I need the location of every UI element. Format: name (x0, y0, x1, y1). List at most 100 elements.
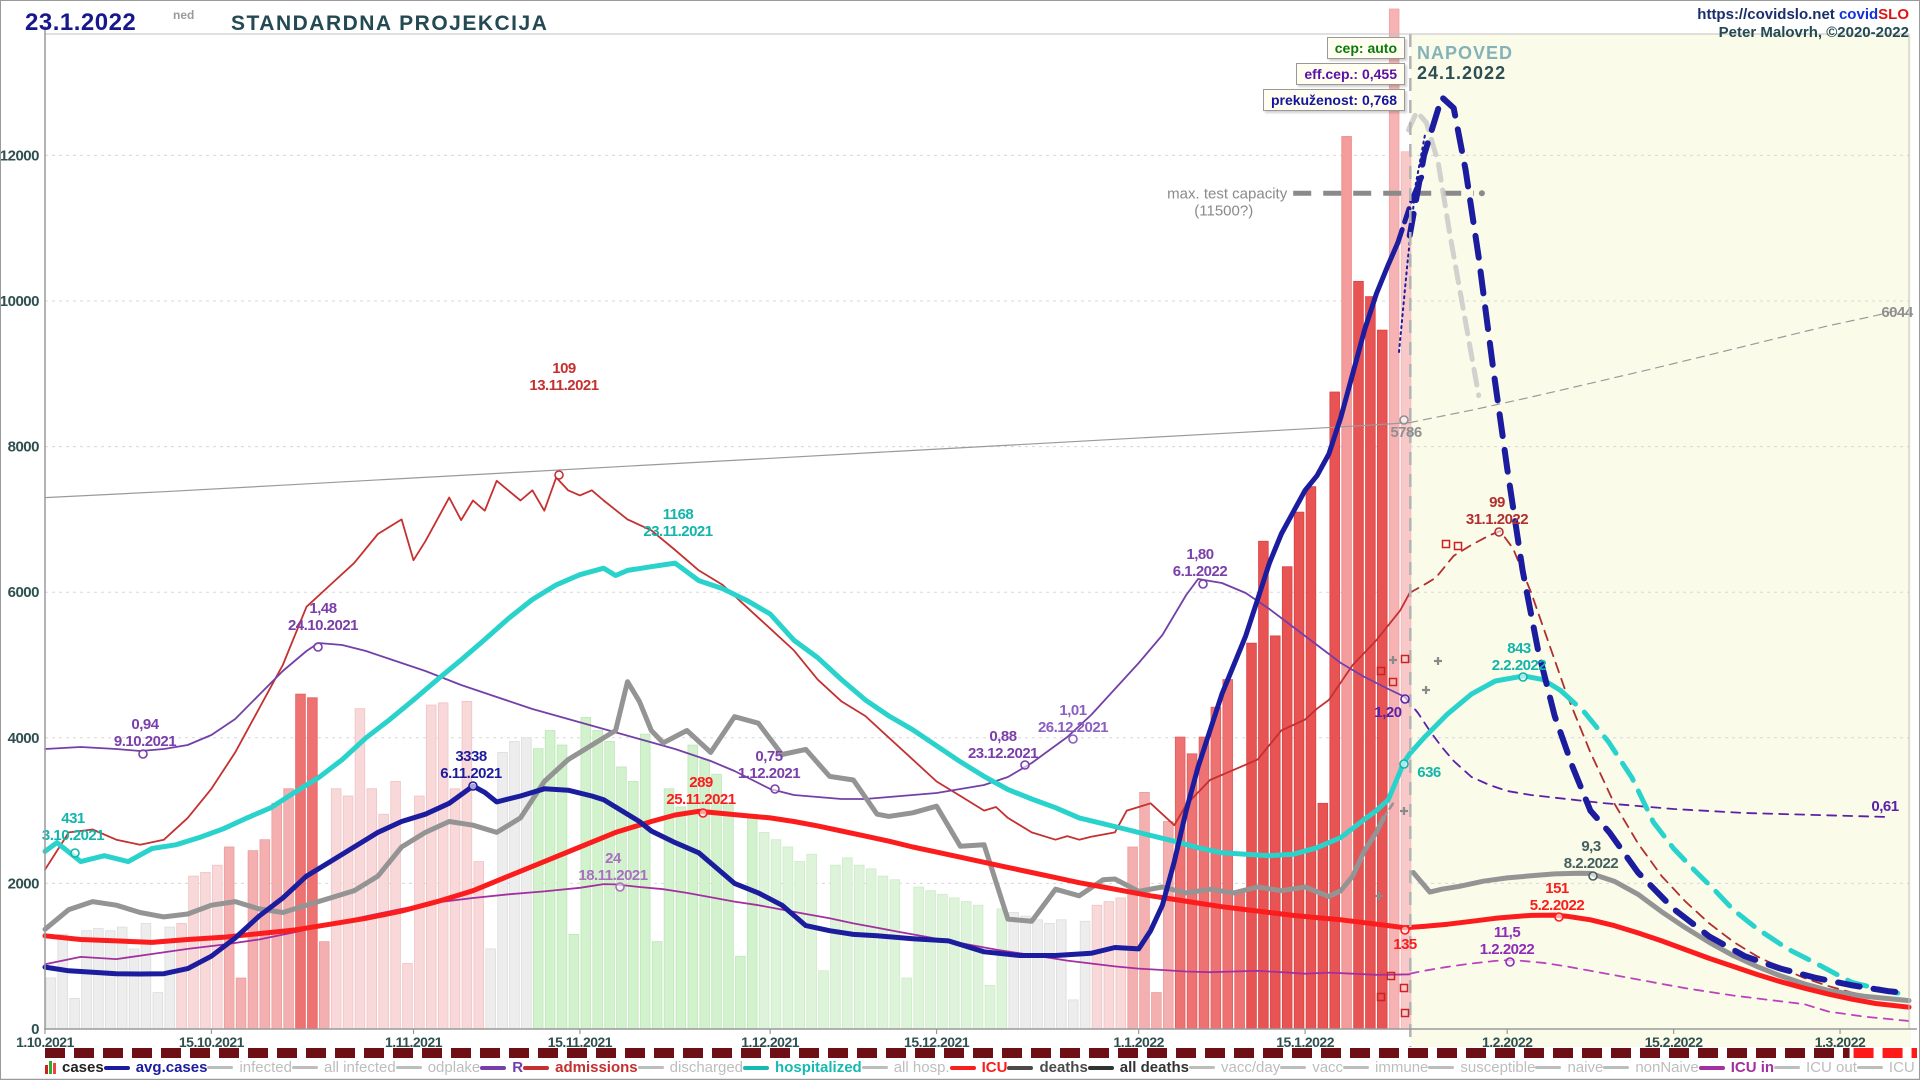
series-all-infected-forecast (1409, 308, 1904, 424)
legend-dash-icon (1280, 1066, 1307, 1069)
x-tick-label: 1.12.2021 (741, 1034, 799, 1050)
y-tick-label: 8000 (8, 439, 40, 456)
cases-bars-icon (45, 1061, 56, 1074)
annotation-marker (1020, 760, 1030, 770)
annotation-text: 2.2.2022 (1492, 657, 1547, 674)
legend-item-all-infected[interactable]: all infected (292, 1059, 396, 1076)
annotation-text: 5786 (1390, 424, 1422, 441)
legend-item-hospitalized[interactable]: hospitalized (743, 1059, 862, 1076)
annotation-text: 431 (61, 810, 85, 827)
annotation-marker (1068, 734, 1078, 744)
author-credit: Peter Malovrh, ©2020-2022 (1718, 24, 1909, 41)
cases-bar (295, 693, 306, 1030)
cases-bar (1329, 391, 1340, 1030)
cases-bar (57, 933, 68, 1030)
site-line: https://covidslo.net covidSLO (1697, 6, 1909, 24)
cases-bar (984, 984, 996, 1030)
legend-item-deaths[interactable]: deaths (1007, 1059, 1088, 1076)
legend-item-discharged[interactable]: discharged (637, 1059, 744, 1076)
cases-bar (675, 806, 687, 1030)
legend-dash-icon (637, 1066, 664, 1069)
annotation: 636 (1399, 759, 1441, 781)
legend-item-label: nonNaive (1635, 1059, 1699, 1076)
cases-bar (1032, 919, 1043, 1030)
legend-item-icu[interactable]: ICU (949, 1059, 1007, 1076)
legend-item-all-deaths[interactable]: all deaths (1087, 1059, 1189, 1076)
legend-item-label: cases (62, 1059, 104, 1076)
legend-dash-icon (1856, 1066, 1883, 1069)
cases-bar (770, 839, 782, 1030)
cases-bar (1151, 992, 1162, 1030)
annotation-text: 24 (605, 850, 622, 867)
brand-slo: SLO (1878, 6, 1909, 23)
legend-item-icu-out[interactable]: ICU out (1774, 1059, 1857, 1076)
legend-item-icu-deaths[interactable]: ICU deaths (1856, 1059, 1919, 1076)
cases-bar (663, 788, 675, 1030)
cases-bar (865, 868, 877, 1030)
legend-item-label: discharged (669, 1059, 744, 1076)
legend-item-infected[interactable]: infected (207, 1059, 292, 1076)
annotation-text: 26.12.2021 (1038, 719, 1108, 736)
legend-dash-icon (395, 1066, 422, 1069)
annotation-marker (770, 784, 780, 794)
legend-item-vacc[interactable]: vacc (1280, 1059, 1343, 1076)
annotation-marker (468, 781, 478, 791)
annotation-text: 3338 (455, 748, 487, 765)
annotation-text: 109 (552, 360, 576, 377)
annotation-text: 24.10.2021 (288, 617, 358, 634)
legend-item-icu-in[interactable]: ICU in (1698, 1059, 1774, 1076)
legend-item-label: susceptible (1460, 1059, 1536, 1076)
cases-bar (235, 977, 247, 1030)
cases-bar (437, 702, 449, 1030)
annotation: 0,61 (1871, 798, 1899, 815)
legend-item-immune[interactable]: immune (1343, 1059, 1428, 1076)
legend-item-r[interactable]: R (480, 1059, 523, 1076)
cases-bar (568, 933, 580, 1030)
legend-item-label: admissions (555, 1059, 638, 1076)
annotation: 135 (1393, 925, 1417, 953)
legend-item-nonnaive[interactable]: nonNaive (1603, 1059, 1699, 1076)
cases-bar (1281, 566, 1293, 1030)
legend-item-admissions[interactable]: admissions (523, 1059, 638, 1076)
cases-bar (794, 861, 806, 1030)
cases-bar (913, 886, 924, 1030)
page-title: STANDARDNA PROJEKCIJA (231, 12, 549, 35)
legend-item-vacc-day[interactable]: vacc/day (1189, 1059, 1280, 1076)
cases-bar (1056, 919, 1067, 1030)
legend-item-label: all infected (324, 1059, 396, 1076)
legend-item-all-hosp-[interactable]: all hosp. (861, 1059, 950, 1076)
x-tick-label: 1.3.2022 (1815, 1034, 1866, 1050)
y-tick-label: 10000 (1, 293, 39, 310)
legend-item-avg-cases[interactable]: avg.cases (103, 1059, 207, 1076)
cases-bar (93, 928, 104, 1030)
legend-item-susceptible[interactable]: susceptible (1428, 1059, 1535, 1076)
legend-item-naive[interactable]: naive (1535, 1059, 1603, 1076)
cases-bar (1067, 999, 1079, 1030)
legend-item-label: deaths (1039, 1059, 1088, 1076)
series-hospitalized (42, 560, 1564, 865)
cases-bars (45, 8, 1412, 1030)
header-right: https://covidslo.net covidSLO Peter Malo… (1697, 6, 1909, 42)
max-test-capacity-value: (11500?) (1194, 202, 1253, 219)
cases-bar (842, 857, 853, 1030)
cases-bar (889, 879, 901, 1030)
cases-bar (1341, 136, 1352, 1030)
cases-bar (378, 813, 389, 1030)
square-marker (1441, 539, 1451, 549)
cases-bar (746, 813, 758, 1030)
annotation-text: 11,5 (1494, 924, 1521, 941)
cases-bar (354, 708, 366, 1030)
legend-item-label: all hosp. (893, 1059, 950, 1076)
annotation-text: 1,01 (1059, 702, 1086, 719)
cases-bar (949, 897, 960, 1030)
report-date: 23.1.2022 (25, 9, 137, 36)
annotation-marker (1518, 672, 1528, 682)
legend-dash-icon (861, 1066, 888, 1069)
legend-item-odplake[interactable]: odplake (395, 1059, 480, 1076)
legend-item-label: ICU out (1806, 1059, 1857, 1076)
site-url[interactable]: https://covidslo.net (1697, 6, 1835, 23)
legend-item-label: naive (1567, 1059, 1604, 1076)
legend-item-cases[interactable]: cases (45, 1059, 104, 1076)
